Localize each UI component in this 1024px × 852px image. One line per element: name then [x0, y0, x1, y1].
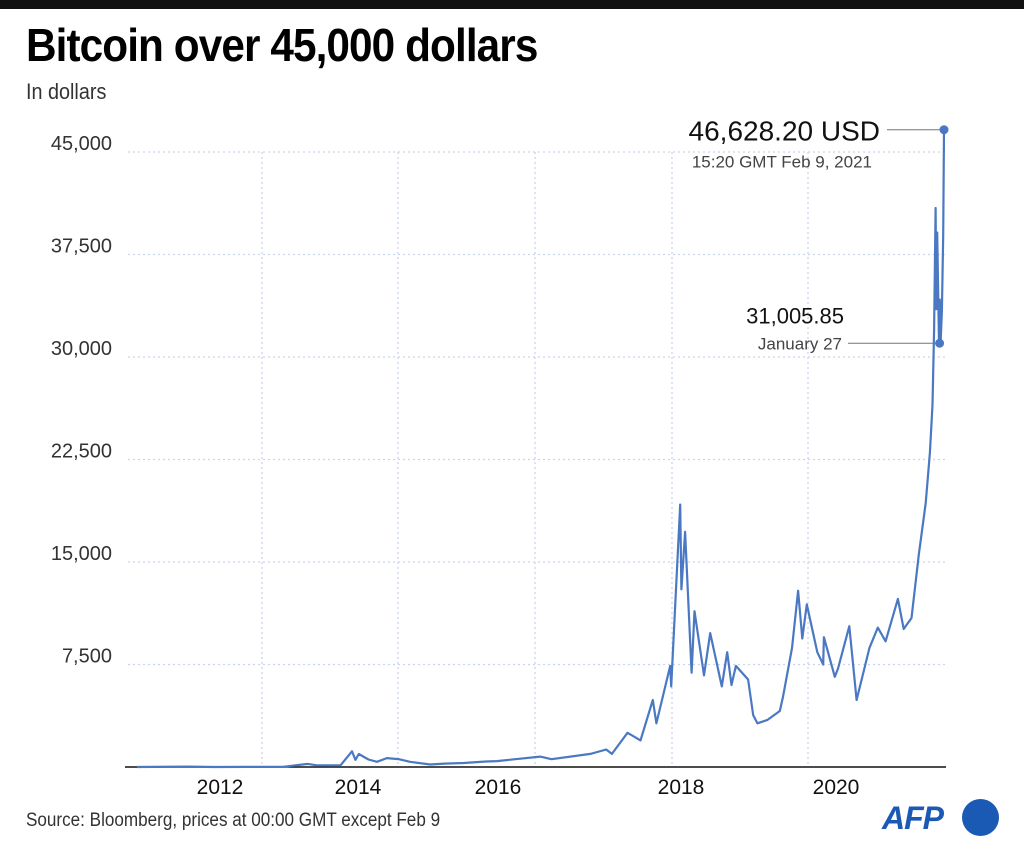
source-note: Source: Bloomberg, prices at 00:00 GMT e… — [26, 810, 441, 831]
x-tick-label: 2020 — [813, 776, 860, 799]
x-axis-ticks: 2012 2014 2016 2018 2020 — [197, 776, 860, 799]
y-tick-label: 45,000 — [51, 133, 112, 155]
top-rule — [0, 0, 1024, 9]
x-tick-label: 2018 — [658, 776, 705, 799]
jan27-date-label: January 27 — [758, 334, 842, 353]
x-tick-label: 2014 — [335, 776, 382, 799]
y-tick-label: 30,000 — [51, 338, 112, 360]
jan27-value-label: 31,005.85 — [746, 303, 844, 328]
latest-date-label: 15:20 GMT Feb 9, 2021 — [692, 153, 872, 172]
jan27-point-marker — [935, 338, 945, 348]
latest-value-label: 46,628.20 USD — [689, 116, 880, 147]
y-tick-label: 7,500 — [62, 646, 112, 668]
y-axis-ticks: 7,500 15,000 22,500 30,000 37,500 45,000 — [51, 133, 112, 668]
y-tick-label: 37,500 — [51, 236, 112, 258]
latest-point-marker — [939, 125, 949, 135]
gridlines — [128, 151, 946, 766]
x-tick-label: 2012 — [197, 776, 244, 799]
chart-title: Bitcoin over 45,000 dollars — [26, 19, 538, 71]
y-tick-label: 22,500 — [51, 441, 112, 463]
afp-logo-text: AFP — [882, 800, 944, 836]
chart-subtitle: In dollars — [26, 79, 107, 104]
afp-logo-dot-icon — [962, 799, 999, 836]
x-tick-label: 2016 — [475, 776, 522, 799]
price-line — [136, 129, 946, 769]
annotations: 46,628.20 USD 15:20 GMT Feb 9, 2021 31,005… — [689, 116, 949, 353]
afp-logo: AFP — [882, 798, 1000, 838]
y-tick-label: 15,000 — [51, 543, 112, 565]
